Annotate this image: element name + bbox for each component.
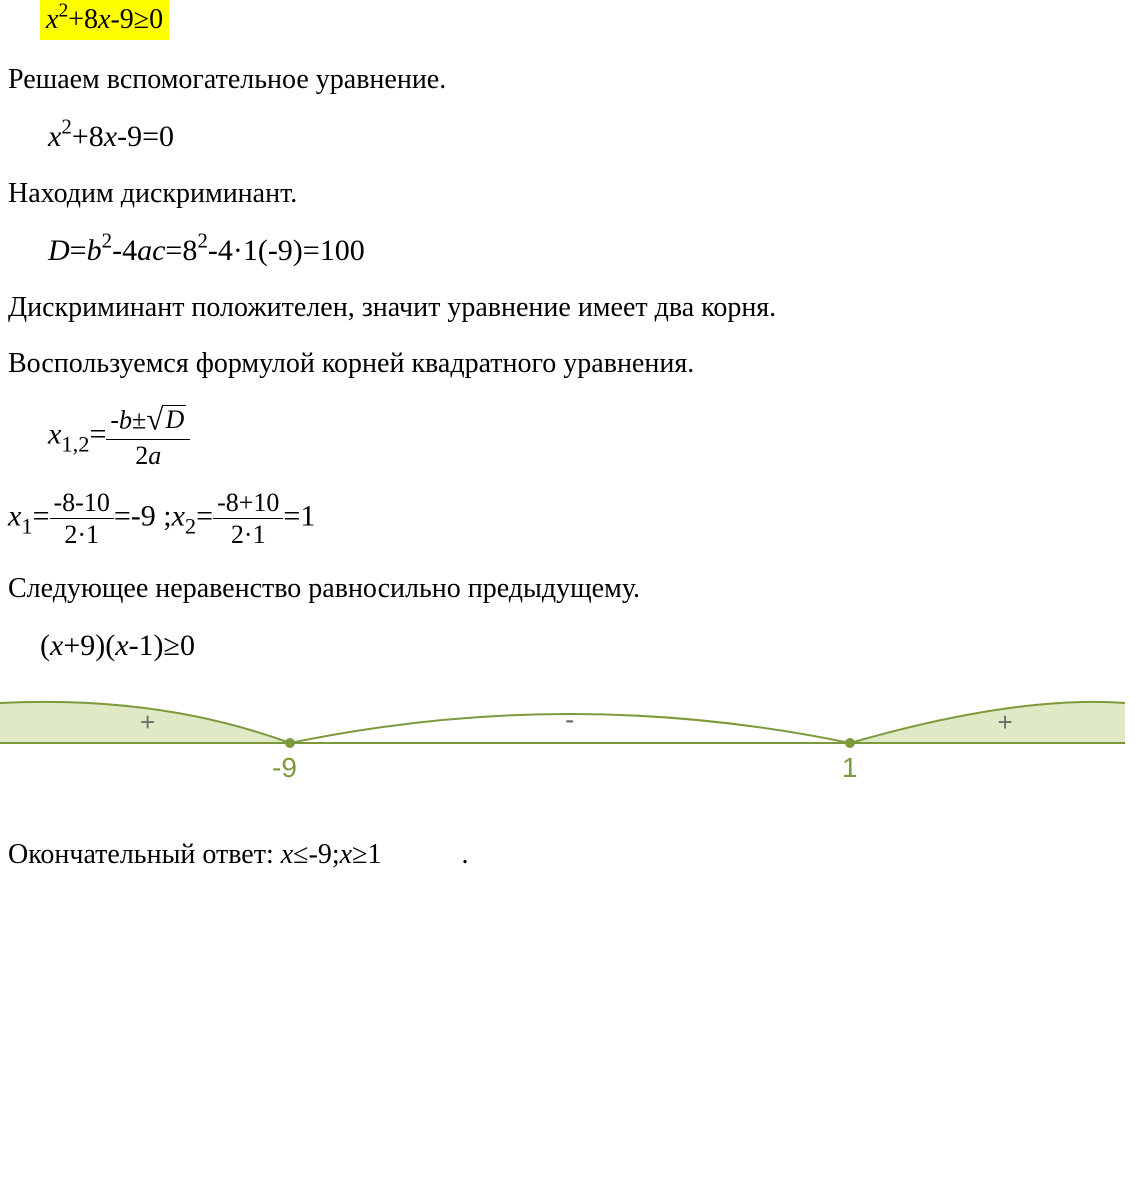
- var-x2: x: [98, 4, 110, 35]
- svg-text:-9: -9: [272, 752, 297, 783]
- sub1: 1: [21, 514, 32, 539]
- ans-part1: ≤-9;: [293, 839, 339, 870]
- den2: 2·1: [213, 519, 283, 548]
- rest: -4·1(-9)=100: [208, 234, 365, 267]
- number-line-diagram: -9 1 + - +: [0, 685, 1139, 803]
- res2: =1: [283, 500, 315, 533]
- sqrt: √D: [146, 405, 186, 434]
- ans-part2: ≥1: [352, 839, 381, 870]
- open1: (: [40, 629, 50, 662]
- paragraph-1: Решаем вспомогательное уравнение.: [8, 64, 1139, 96]
- numerator: -b±√D: [106, 404, 190, 440]
- plus8: +8: [72, 120, 104, 153]
- ans-x1: x: [281, 839, 293, 870]
- discriminant-eq: D=b2-4ac=82-4·1(-9)=100: [48, 234, 1139, 268]
- x1: x: [8, 500, 21, 533]
- number-line-svg: -9 1 + - +: [0, 685, 1125, 795]
- inequality-highlighted: x2+8x-9≥0: [40, 0, 169, 40]
- var-x2: x: [104, 120, 117, 153]
- neg: -: [110, 405, 119, 434]
- exponent: 2: [58, 0, 68, 21]
- var-x: x: [48, 120, 61, 153]
- mid1: +9)(: [63, 629, 115, 662]
- eq2: =: [196, 500, 213, 533]
- x2: x: [115, 629, 128, 662]
- b: b: [119, 405, 132, 434]
- x2: x: [172, 500, 185, 533]
- tail: -9=0: [117, 120, 174, 153]
- a: a: [148, 441, 161, 470]
- factored-ineq: (x+9)(x-1)≥0: [40, 629, 1139, 663]
- var-x: x: [46, 4, 58, 35]
- sub: 1,2: [61, 431, 89, 456]
- svg-text:-: -: [565, 704, 574, 735]
- x: x: [48, 417, 61, 450]
- roots-calculation: x1= -8-10 2·1 =-9 ;x2= -8+10 2·1 =1: [8, 489, 1139, 549]
- minus4: -4: [112, 234, 137, 267]
- final-answer: Окончательный ответ: x≤-9;x≥1.: [8, 839, 1139, 871]
- num1: -8-10: [50, 489, 114, 519]
- tail: -1)≥0: [129, 629, 195, 662]
- roots-formula: x1,2= -b±√D 2a: [48, 404, 1139, 469]
- radical-icon: √: [146, 402, 163, 437]
- period: .: [461, 839, 468, 870]
- paragraph-2: Находим дискриминант.: [8, 178, 1139, 210]
- sq: 2: [102, 228, 113, 252]
- sq2: 2: [197, 228, 208, 252]
- svg-text:+: +: [140, 707, 155, 737]
- num2: -8+10: [213, 489, 283, 519]
- eq: =: [70, 234, 87, 267]
- D: D: [48, 234, 70, 267]
- equation-1: x2+8x-9=0: [48, 120, 1139, 154]
- tail: -9≥0: [110, 4, 163, 35]
- two: 2: [135, 441, 148, 470]
- answer-label: Окончательный ответ:: [8, 839, 281, 870]
- res1: =-9 ;: [114, 500, 172, 533]
- ans-x2: x: [340, 839, 352, 870]
- c: c: [152, 234, 165, 267]
- a: a: [137, 234, 152, 267]
- x1: x: [50, 629, 63, 662]
- sub2: 2: [185, 514, 196, 539]
- fraction: -b±√D 2a: [106, 404, 190, 469]
- denominator: 2a: [106, 440, 190, 469]
- exp: 2: [61, 114, 72, 138]
- frac2: -8+10 2·1: [213, 489, 283, 549]
- den1: 2·1: [50, 519, 114, 548]
- pm: ±: [132, 405, 146, 434]
- paragraph-5: Следующее неравенство равносильно предыд…: [8, 573, 1139, 605]
- svg-text:+: +: [998, 707, 1013, 737]
- eq1: =: [33, 500, 50, 533]
- frac1: -8-10 2·1: [50, 489, 114, 549]
- paragraph-3: Дискриминант положителен, значит уравнен…: [8, 292, 1139, 324]
- plus8: +8: [68, 4, 98, 35]
- b: b: [87, 234, 102, 267]
- sqrt-arg: D: [163, 405, 186, 433]
- paragraph-4: Воспользуемся формулой корней квадратног…: [8, 348, 1139, 380]
- svg-text:1: 1: [842, 752, 858, 783]
- eq2: =8: [165, 234, 197, 267]
- eq: =: [89, 417, 106, 450]
